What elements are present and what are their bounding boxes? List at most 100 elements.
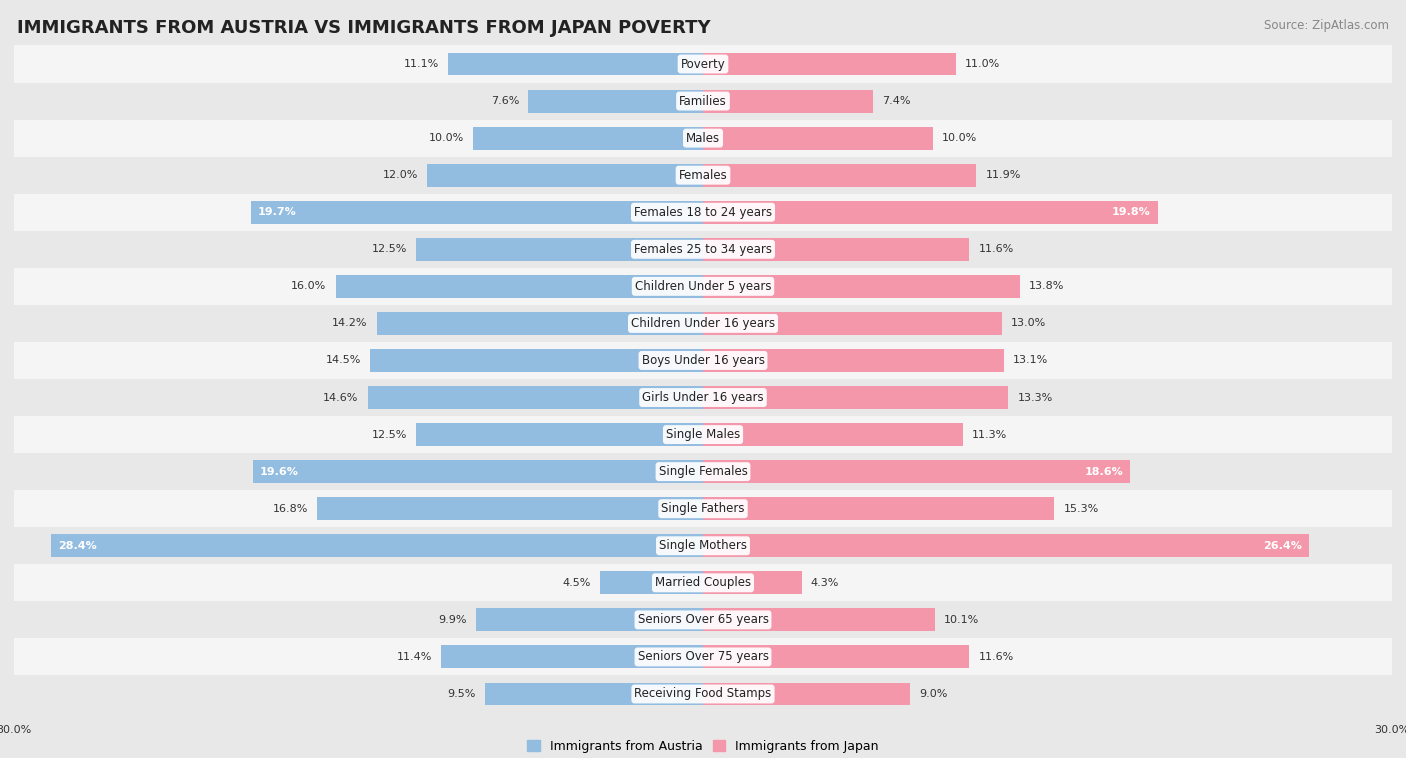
Text: Females 18 to 24 years: Females 18 to 24 years xyxy=(634,205,772,219)
Bar xyxy=(14,564,1392,601)
Bar xyxy=(14,601,1392,638)
Bar xyxy=(14,45,1392,83)
Bar xyxy=(485,682,703,706)
Text: 11.1%: 11.1% xyxy=(404,59,439,69)
Bar xyxy=(14,490,1392,528)
Bar xyxy=(703,127,932,149)
Bar xyxy=(14,379,1392,416)
Text: 11.3%: 11.3% xyxy=(972,430,1007,440)
Text: Females 25 to 34 years: Females 25 to 34 years xyxy=(634,243,772,255)
Bar xyxy=(14,528,1392,564)
Bar xyxy=(474,127,703,149)
Bar xyxy=(703,572,801,594)
Bar xyxy=(427,164,703,186)
Text: 14.5%: 14.5% xyxy=(325,356,361,365)
Bar xyxy=(416,238,703,261)
Text: 11.6%: 11.6% xyxy=(979,244,1014,254)
Text: Single Males: Single Males xyxy=(666,428,740,441)
Bar xyxy=(318,497,703,520)
Bar xyxy=(336,275,703,298)
Text: 4.3%: 4.3% xyxy=(811,578,839,587)
Text: 9.5%: 9.5% xyxy=(447,689,475,699)
Text: 12.0%: 12.0% xyxy=(382,171,418,180)
Bar xyxy=(703,423,963,446)
Text: Females: Females xyxy=(679,169,727,182)
Text: 7.4%: 7.4% xyxy=(882,96,911,106)
Text: Receiving Food Stamps: Receiving Food Stamps xyxy=(634,688,772,700)
Bar xyxy=(370,349,703,372)
Bar xyxy=(703,646,969,669)
Text: 10.1%: 10.1% xyxy=(945,615,980,625)
Text: 18.6%: 18.6% xyxy=(1084,467,1123,477)
Text: 11.9%: 11.9% xyxy=(986,171,1021,180)
Text: Families: Families xyxy=(679,95,727,108)
Text: Single Mothers: Single Mothers xyxy=(659,539,747,553)
Legend: Immigrants from Austria, Immigrants from Japan: Immigrants from Austria, Immigrants from… xyxy=(527,740,879,753)
Bar xyxy=(253,460,703,483)
Bar xyxy=(703,312,1001,335)
Text: 9.9%: 9.9% xyxy=(437,615,467,625)
Bar xyxy=(703,349,1004,372)
Text: Single Fathers: Single Fathers xyxy=(661,503,745,515)
Text: 13.8%: 13.8% xyxy=(1029,281,1064,291)
Text: 7.6%: 7.6% xyxy=(491,96,519,106)
Text: 16.0%: 16.0% xyxy=(291,281,326,291)
Text: 11.6%: 11.6% xyxy=(979,652,1014,662)
Bar xyxy=(703,89,873,112)
Bar xyxy=(703,460,1130,483)
Bar xyxy=(703,275,1019,298)
Bar xyxy=(703,201,1157,224)
Bar xyxy=(449,52,703,76)
Bar xyxy=(14,157,1392,194)
Bar xyxy=(14,638,1392,675)
Text: 11.4%: 11.4% xyxy=(396,652,432,662)
Bar xyxy=(599,572,703,594)
Bar xyxy=(14,342,1392,379)
Bar xyxy=(529,89,703,112)
Bar xyxy=(14,120,1392,157)
Text: Poverty: Poverty xyxy=(681,58,725,70)
Text: 13.3%: 13.3% xyxy=(1018,393,1053,402)
Text: Boys Under 16 years: Boys Under 16 years xyxy=(641,354,765,367)
Bar xyxy=(14,83,1392,120)
Text: Males: Males xyxy=(686,132,720,145)
Bar xyxy=(475,609,703,631)
Text: 14.6%: 14.6% xyxy=(323,393,359,402)
Bar xyxy=(14,268,1392,305)
Text: 28.4%: 28.4% xyxy=(58,540,97,551)
Bar xyxy=(441,646,703,669)
Bar xyxy=(416,423,703,446)
Text: 4.5%: 4.5% xyxy=(562,578,591,587)
Text: 9.0%: 9.0% xyxy=(920,689,948,699)
Text: 13.1%: 13.1% xyxy=(1012,356,1049,365)
Bar xyxy=(703,386,1008,409)
Bar xyxy=(51,534,703,557)
Text: 10.0%: 10.0% xyxy=(942,133,977,143)
Text: Seniors Over 65 years: Seniors Over 65 years xyxy=(637,613,769,626)
Bar xyxy=(14,230,1392,268)
Text: Seniors Over 75 years: Seniors Over 75 years xyxy=(637,650,769,663)
Bar xyxy=(14,453,1392,490)
Text: 12.5%: 12.5% xyxy=(371,244,406,254)
Text: 11.0%: 11.0% xyxy=(965,59,1000,69)
Text: 12.5%: 12.5% xyxy=(371,430,406,440)
Text: 13.0%: 13.0% xyxy=(1011,318,1046,328)
Text: 19.8%: 19.8% xyxy=(1112,207,1152,218)
Bar xyxy=(14,194,1392,230)
Text: Children Under 5 years: Children Under 5 years xyxy=(634,280,772,293)
Text: Married Couples: Married Couples xyxy=(655,576,751,589)
Text: 15.3%: 15.3% xyxy=(1063,504,1099,514)
Bar xyxy=(368,386,703,409)
Text: Source: ZipAtlas.com: Source: ZipAtlas.com xyxy=(1264,19,1389,32)
Text: Single Females: Single Females xyxy=(658,465,748,478)
Text: 16.8%: 16.8% xyxy=(273,504,308,514)
Text: 10.0%: 10.0% xyxy=(429,133,464,143)
Text: 19.7%: 19.7% xyxy=(257,207,297,218)
Bar xyxy=(703,164,976,186)
Bar xyxy=(250,201,703,224)
Bar xyxy=(703,534,1309,557)
Text: 30.0%: 30.0% xyxy=(1374,725,1406,735)
Bar xyxy=(377,312,703,335)
Bar xyxy=(14,416,1392,453)
Bar xyxy=(14,305,1392,342)
